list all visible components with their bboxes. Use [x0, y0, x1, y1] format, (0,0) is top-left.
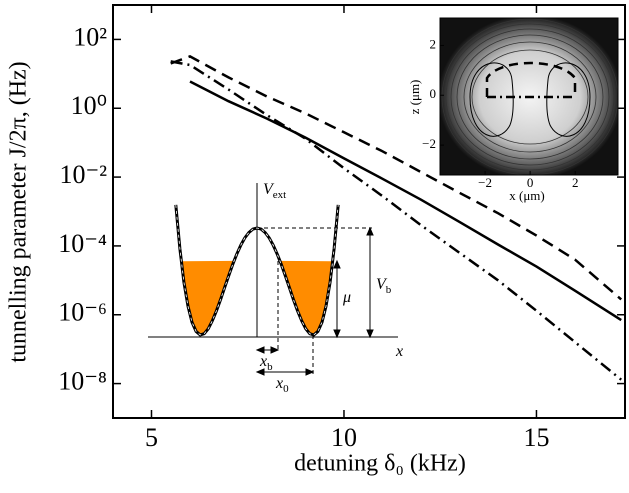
- plot-area: [113, 5, 625, 418]
- condensate-fill: [280, 260, 333, 335]
- y-tick-label: 10⁻⁴: [58, 229, 107, 258]
- line-series: [170, 55, 623, 301]
- inset-x-tick-label: 2: [572, 175, 579, 190]
- inset-x-tick-label: 0: [527, 175, 534, 190]
- condensate-fill: [181, 260, 234, 335]
- density-inset-ticks: −2 0 2 −2 0 2: [422, 36, 578, 190]
- label-main: V: [376, 276, 388, 293]
- x-tick-label: 15: [523, 423, 549, 452]
- label-subscript: b: [386, 284, 392, 296]
- inset-x-label: x (μm): [509, 188, 545, 203]
- y-axis-label: tunnelling parameter J/2π, (Hz): [6, 61, 32, 362]
- x-tick-label: 10: [331, 423, 357, 452]
- potential-label: x: [395, 343, 403, 360]
- label-main: μ: [342, 289, 351, 306]
- y-tick-label: 10⁰: [71, 91, 107, 120]
- x-tick-label: 5: [145, 423, 158, 452]
- density-inset: x (μm) z (μm): [407, 17, 619, 203]
- label-main: V: [263, 181, 275, 198]
- label-main: x: [395, 343, 403, 360]
- potential-label: x0: [275, 375, 289, 395]
- line-series: [189, 80, 622, 322]
- potential-curve-inner: [175, 204, 339, 336]
- potential-label: Vext: [263, 181, 286, 201]
- potential-label: Vb: [376, 276, 392, 296]
- line-series: [170, 60, 622, 381]
- axes-frame: [112, 4, 626, 419]
- inset-y-tick-label: 2: [430, 36, 437, 51]
- inset-y-label: z (μm): [407, 80, 422, 115]
- inset-y-tick-label: 0: [430, 86, 437, 101]
- label-subscript: b: [267, 361, 273, 373]
- label-main: x: [259, 353, 267, 370]
- y-tick-label: 10²: [73, 22, 107, 51]
- label-main: x: [275, 375, 283, 392]
- inset-x-tick-label: −2: [478, 175, 492, 190]
- x-axis-label: detuning δ₀ (kHz): [294, 451, 466, 477]
- potential-label: xb: [259, 353, 273, 373]
- y-tick-label: 10⁻²: [59, 160, 107, 189]
- density-map: [440, 18, 618, 175]
- potential-label: μ: [342, 289, 351, 306]
- inset-y-tick-label: −2: [422, 136, 436, 151]
- y-tick-label: 10⁻⁸: [58, 367, 107, 396]
- y-tick-label: 10⁻⁶: [58, 298, 107, 327]
- inset-frame: [439, 17, 619, 176]
- label-subscript: ext: [273, 189, 286, 201]
- label-subscript: 0: [283, 383, 289, 395]
